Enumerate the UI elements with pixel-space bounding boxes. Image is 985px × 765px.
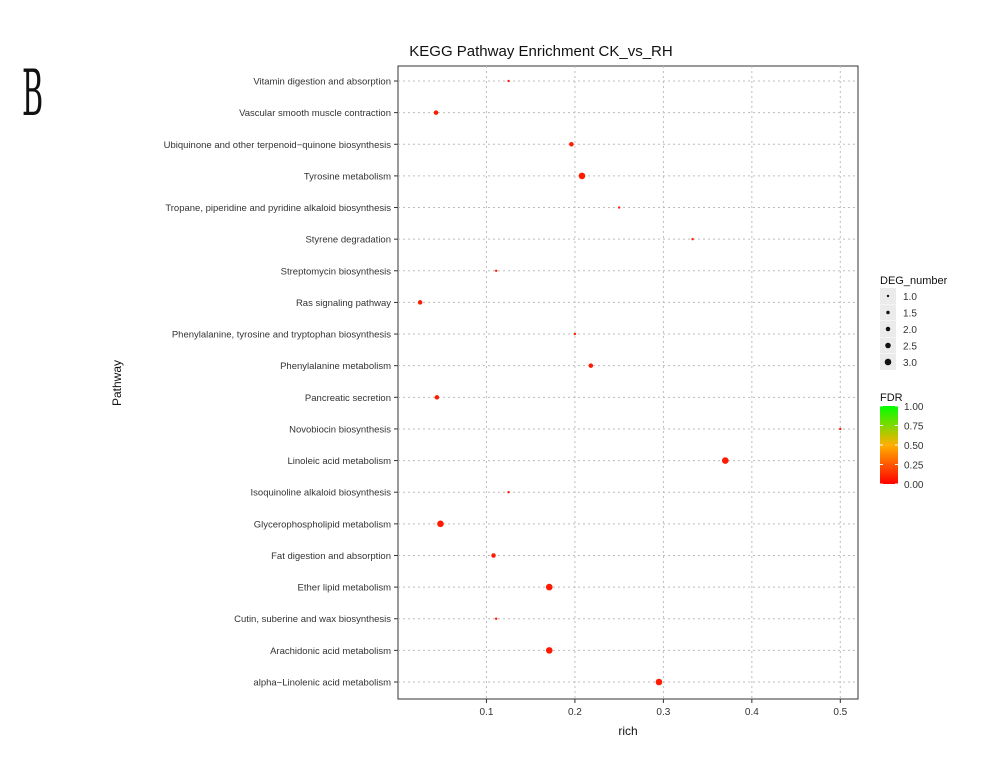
y-tick-label: Tropane, piperidine and pyridine alkaloi… [165, 203, 391, 214]
x-tick-label: 0.2 [568, 707, 582, 718]
y-tick-label: Vitamin digestion and absorption [253, 77, 391, 88]
data-point [691, 237, 694, 241]
y-tick-label: Tyrosine metabolism [304, 171, 391, 182]
size-legend-label: 1.0 [903, 292, 917, 303]
y-tick-label: Phenylalanine metabolism [280, 361, 391, 372]
plot-panel [397, 65, 859, 700]
color-legend-label: 0.50 [904, 441, 924, 452]
y-tick-label: Ubiquinone and other terpenoid−quinone b… [164, 140, 392, 151]
data-point [655, 678, 663, 686]
size-legend-label: 3.0 [903, 358, 917, 369]
data-point [437, 520, 444, 528]
data-point [569, 142, 574, 147]
color-legend-label: 0.25 [904, 461, 924, 472]
data-point [573, 332, 577, 336]
size-legend-dot [886, 294, 890, 298]
y-tick-label: Fat digestion and absorption [271, 551, 391, 562]
x-axis-title: rich [618, 724, 637, 738]
data-point [494, 617, 498, 620]
panel-label: B [22, 57, 44, 131]
size-legend-dot [886, 310, 890, 315]
size-legend-dot [885, 342, 891, 349]
y-tick-label: Linoleic acid metabolism [288, 456, 392, 467]
color-legend-title: FDR [880, 392, 903, 404]
data-point [578, 172, 586, 180]
y-tick-label: Pancreatic secretion [305, 393, 391, 404]
size-legend-label: 2.0 [903, 325, 917, 336]
data-point [839, 427, 842, 431]
y-tick-label: Ras signaling pathway [296, 298, 391, 309]
color-legend-label: 0.75 [904, 422, 924, 433]
y-tick-label: Novobiocin biosynthesis [289, 424, 391, 435]
y-tick-label: Streptomycin biosynthesis [281, 266, 392, 277]
x-tick-label: 0.5 [833, 707, 847, 718]
data-point [545, 647, 553, 654]
data-point [494, 269, 498, 272]
data-point [617, 206, 621, 209]
y-tick-label: Arachidonic acid metabolism [270, 646, 391, 657]
y-tick-label: alpha−Linolenic acid metabolism [253, 678, 391, 689]
data-point [491, 553, 496, 558]
x-tick-label: 0.3 [656, 707, 670, 718]
color-legend-label: 1.00 [904, 402, 924, 413]
data-point [588, 363, 594, 368]
size-legend-label: 2.5 [903, 342, 917, 353]
x-tick-label: 0.1 [480, 707, 494, 718]
y-tick-label: Cutin, suberine and wax biosynthesis [234, 614, 391, 625]
chart-title: KEGG Pathway Enrichment CK_vs_RH [409, 43, 672, 60]
size-legend-label: 1.5 [903, 309, 917, 320]
plot-area: 0.1 0.2 0.3 0.4 0.5 Vitamin digestion and abs… [164, 65, 859, 718]
data-point [434, 395, 440, 400]
size-legend-title: DEG_number [880, 275, 948, 287]
x-tick-label: 0.4 [745, 707, 759, 718]
data-point [507, 491, 510, 494]
y-tick-label: Vascular smooth muscle contraction [239, 108, 391, 119]
y-axis-title: Pathway [110, 360, 124, 406]
color-legend-label: 0.00 [904, 480, 924, 491]
y-tick-label: Styrene degradation [305, 235, 391, 246]
y-tick-label: Glycerophospholipid metabolism [254, 519, 391, 530]
size-legend-dot [885, 326, 891, 332]
size-legend-dot [884, 358, 892, 366]
data-point [417, 300, 423, 305]
y-tick-label: Isoquinoline alkaloid biosynthesis [251, 488, 392, 499]
data-point [722, 457, 729, 464]
y-tick-label: Phenylalanine, tyrosine and tryptophan b… [172, 330, 391, 341]
data-point [545, 583, 553, 591]
fdr-colorbar [880, 406, 898, 484]
y-tick-label: Ether lipid metabolism [298, 583, 392, 594]
data-point [507, 79, 510, 83]
data-point [433, 110, 439, 115]
